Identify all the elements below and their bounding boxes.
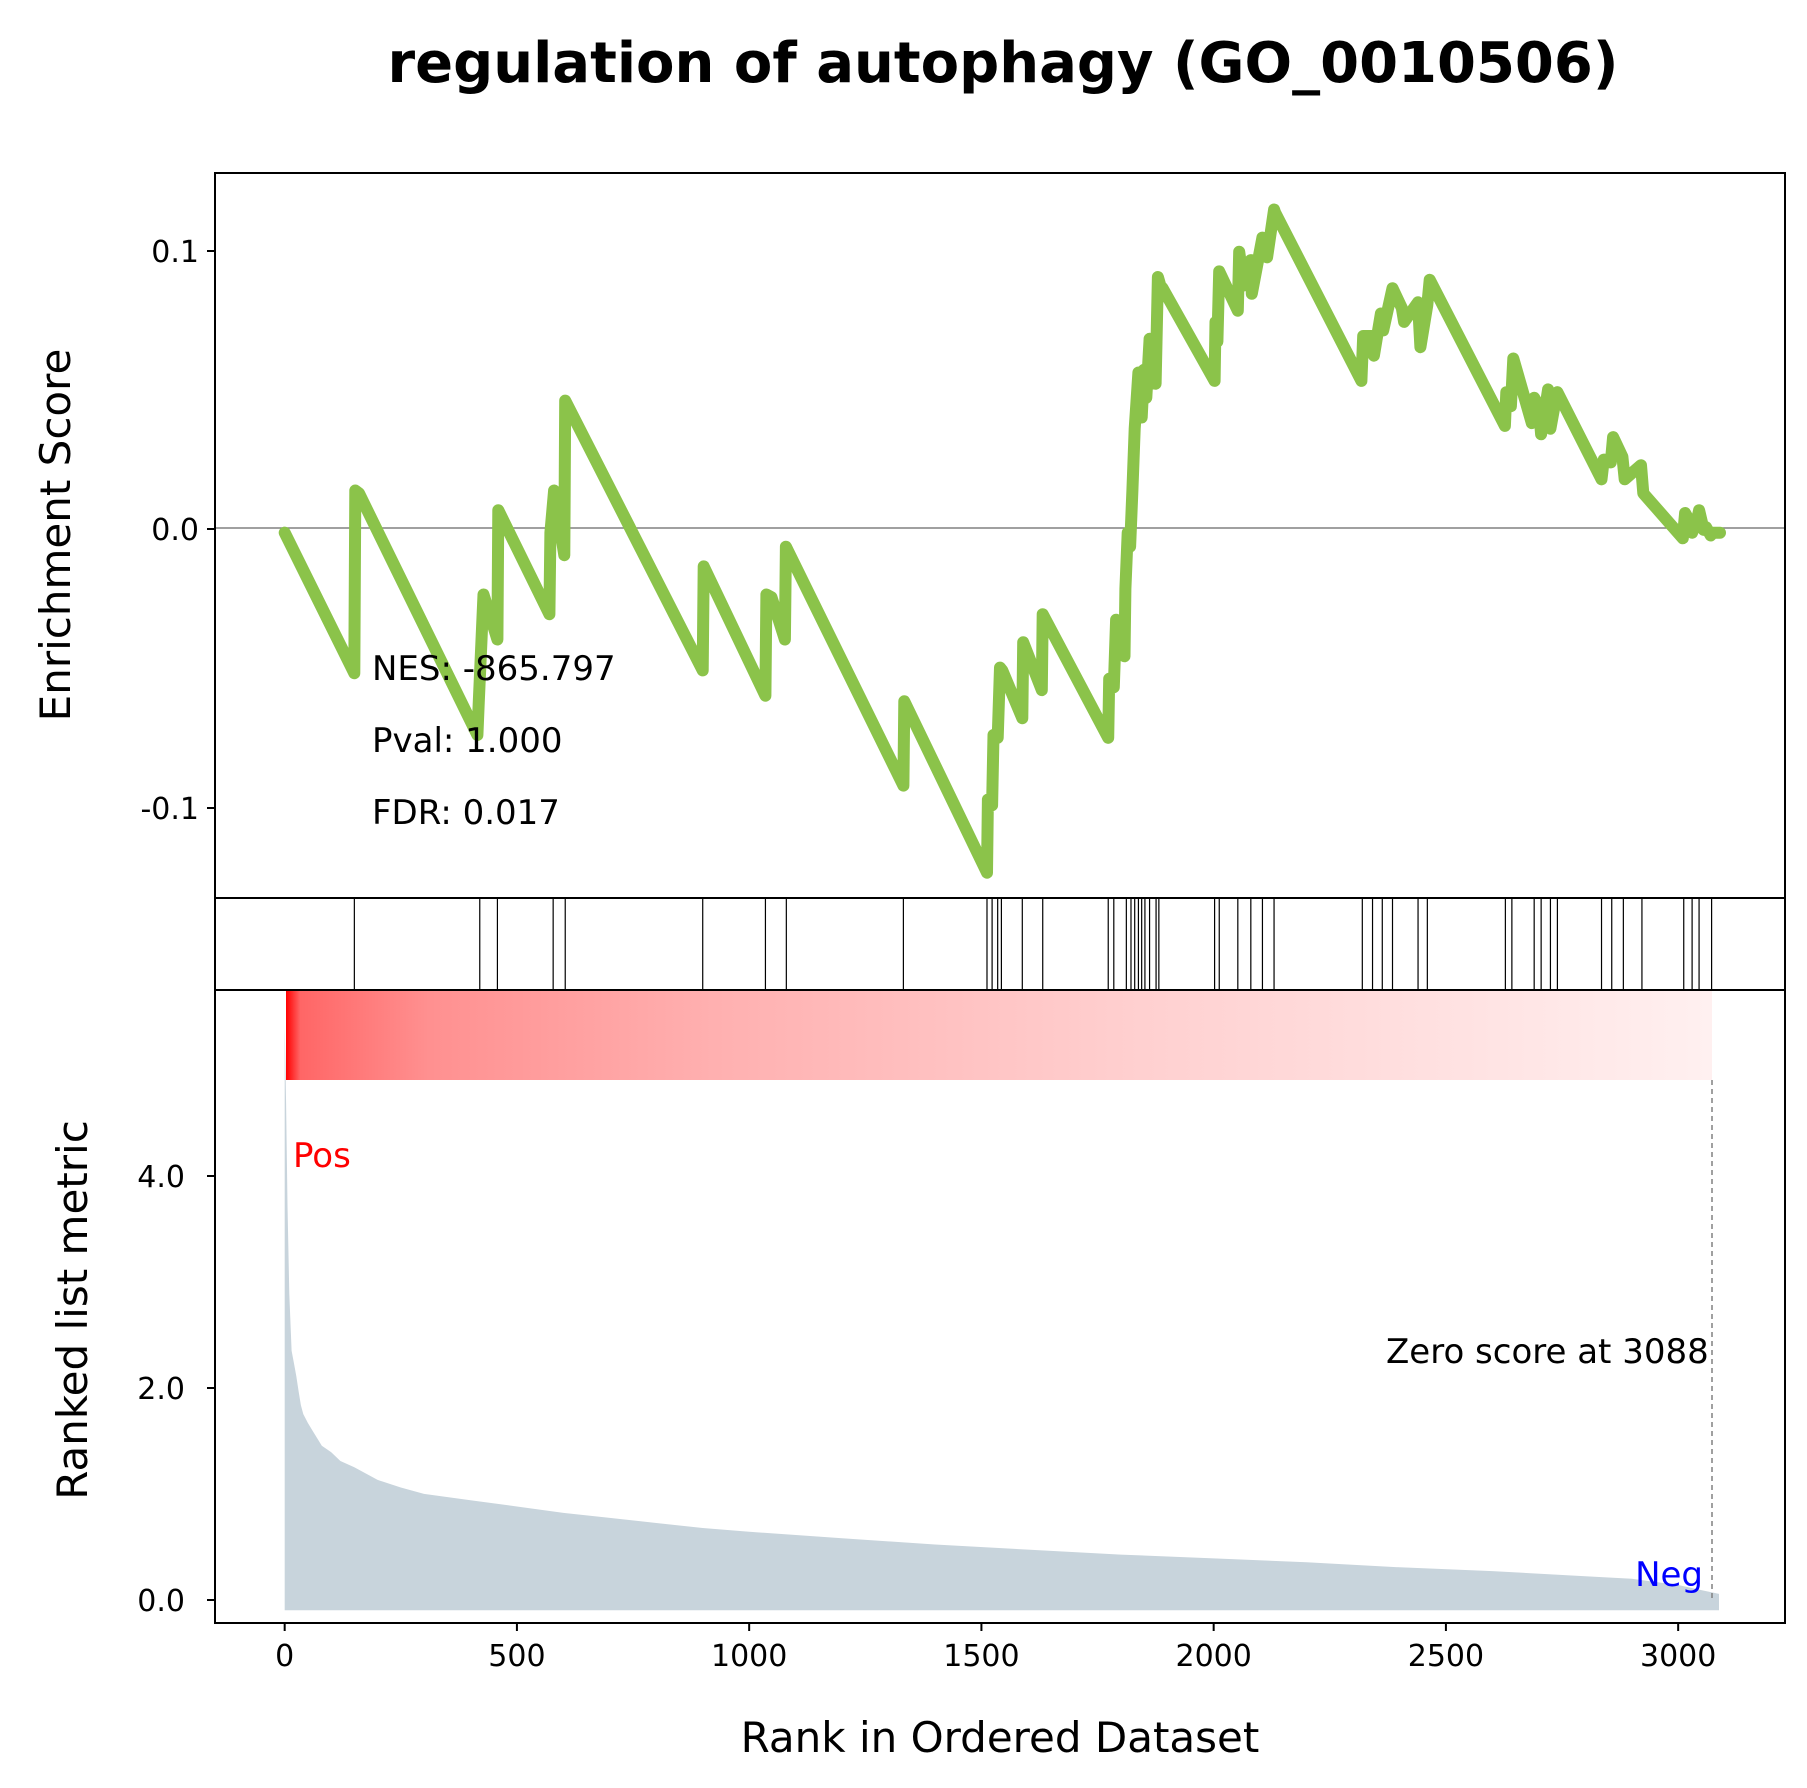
x-tick-label: 1000 — [711, 1639, 787, 1674]
x-axis-label: Rank in Ordered Dataset — [741, 1713, 1260, 1762]
metric-tick-label: 0.0 — [137, 1584, 185, 1619]
fdr-annotation: FDR: 0.017 — [372, 793, 560, 833]
metric-tick-label: 2.0 — [137, 1372, 185, 1407]
x-tick-label: 1500 — [943, 1639, 1019, 1674]
x-tick-label: 2500 — [1408, 1639, 1484, 1674]
hits-panel — [214, 897, 1786, 991]
neg-label: Neg — [1635, 1555, 1703, 1595]
enrichment-y-axis-label: Enrichment Score — [31, 349, 80, 722]
x-axis: 0 500 1000 1500 2000 2500 3000 — [275, 1623, 1716, 1674]
hits-frame — [214, 897, 1786, 991]
ranked-metric-area — [284, 1025, 1720, 1611]
x-tick-label: 3000 — [1640, 1639, 1716, 1674]
es-curve-line — [278, 203, 1726, 879]
zero-score-label: Zero score at 3088 — [1386, 1332, 1709, 1372]
ranked-metric-y-axis: 4.0 2.0 0.0 — [137, 1160, 215, 1619]
es-tick-label: 0.1 — [151, 235, 199, 270]
hit-markers-group — [353, 898, 1713, 990]
enrichment-panel: 0.1 0.0 -0.1 Enrichment Score NES: -865.… — [31, 172, 1786, 899]
pos-label: Pos — [293, 1136, 351, 1176]
ranked-metric-y-axis-label: Ranked list metric — [48, 1120, 97, 1500]
nes-annotation: NES: -865.797 — [372, 649, 616, 689]
enrichment-y-axis: 0.1 0.0 -0.1 — [140, 235, 215, 827]
es-tick-label: 0.0 — [151, 513, 199, 548]
x-tick-label: 500 — [488, 1639, 545, 1674]
enrichment-frame — [214, 172, 1786, 899]
x-tick-label: 0 — [275, 1639, 294, 1674]
chart-title: regulation of autophagy (GO_0010506) — [388, 31, 1619, 96]
metric-tick-label: 4.0 — [137, 1160, 185, 1195]
ranked-metric-panel: 4.0 2.0 0.0 Ranked list metric Pos Neg Z… — [48, 989, 1786, 1624]
pval-annotation: Pval: 1.000 — [372, 721, 563, 761]
rank-gradient-bar — [286, 990, 1712, 1080]
ranked-metric-frame — [214, 989, 1786, 1624]
x-tick-label: 2000 — [1175, 1639, 1251, 1674]
es-tick-label: -0.1 — [140, 792, 199, 827]
es-curve-group — [278, 203, 1726, 879]
